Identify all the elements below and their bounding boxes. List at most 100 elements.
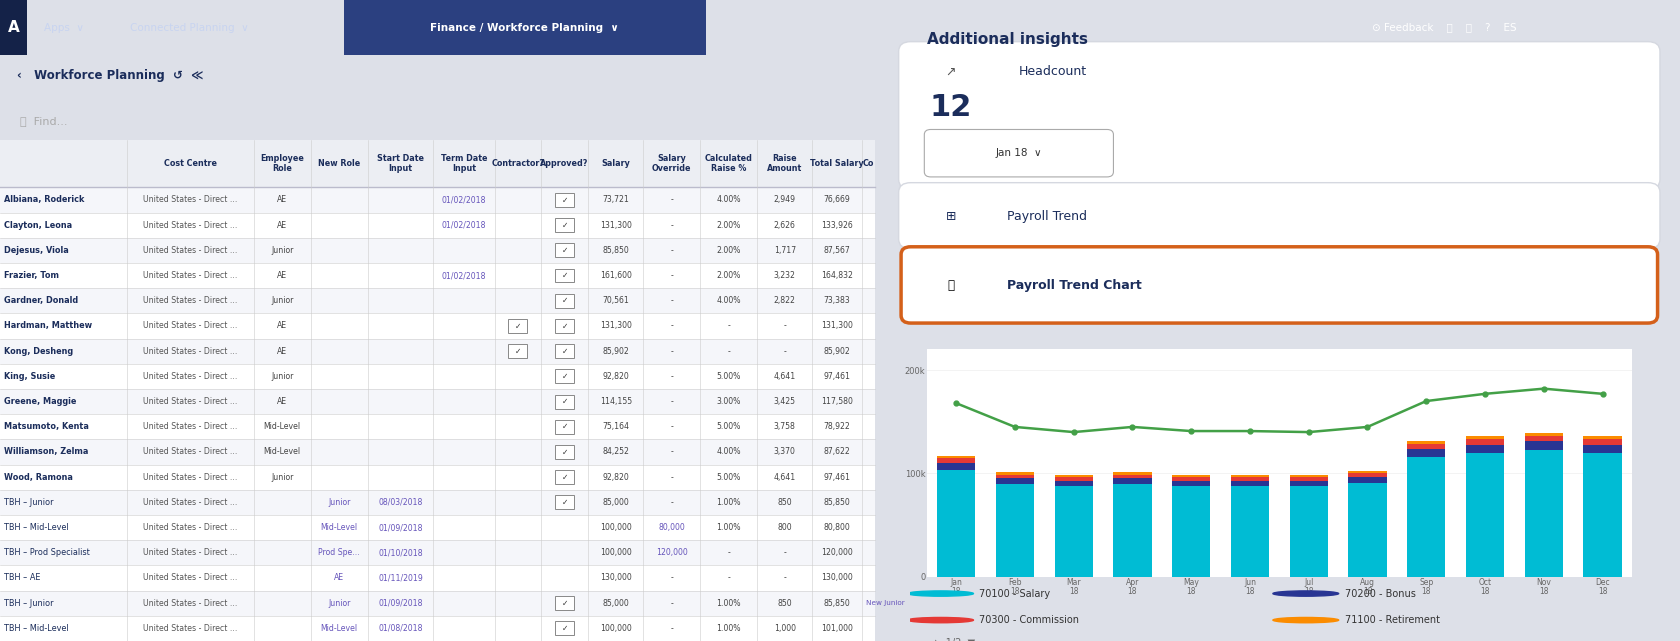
Text: 1,717: 1,717 [773, 246, 796, 255]
Bar [507, 319, 528, 333]
Bar [554, 495, 575, 510]
Text: 85,902: 85,902 [603, 347, 628, 356]
Text: ✓: ✓ [514, 347, 521, 356]
Text: 4.00%: 4.00% [716, 196, 741, 204]
Text: Clayton, Leona: Clayton, Leona [3, 221, 72, 229]
Text: New Junior: New Junior [865, 600, 904, 606]
Text: TBH – AE: TBH – AE [3, 574, 40, 583]
Text: 70,561: 70,561 [603, 296, 630, 305]
Text: Additional insights: Additional insights [927, 32, 1087, 47]
Bar [1584, 453, 1621, 577]
Text: 133,926: 133,926 [822, 221, 853, 229]
Bar [1231, 481, 1268, 486]
Text: 71100 - Retirement: 71100 - Retirement [1344, 615, 1440, 625]
Text: 78,922: 78,922 [823, 422, 850, 431]
Text: Mid-Level: Mid-Level [321, 624, 358, 633]
Text: 85,000: 85,000 [603, 599, 628, 608]
Text: -: - [670, 372, 674, 381]
Bar [1408, 441, 1445, 444]
Bar [1231, 476, 1268, 478]
Text: Prod Spe...: Prod Spe... [318, 548, 360, 557]
Bar [1173, 481, 1210, 486]
Text: -: - [670, 599, 674, 608]
Text: Term Date
Input: Term Date Input [440, 154, 487, 173]
Bar [937, 470, 974, 577]
Bar [0, 313, 875, 338]
Bar [0, 288, 875, 313]
Text: 92,820: 92,820 [603, 372, 628, 381]
Circle shape [907, 617, 973, 623]
Text: ✓: ✓ [561, 246, 568, 255]
Text: United States - Direct ...: United States - Direct ... [143, 196, 237, 204]
Text: -: - [727, 574, 731, 583]
Text: 01/02/2018: 01/02/2018 [442, 271, 486, 280]
Bar [1525, 450, 1562, 577]
Text: 117,580: 117,580 [822, 397, 853, 406]
Bar [1173, 486, 1210, 577]
Text: 92,820: 92,820 [603, 472, 628, 481]
Text: United States - Direct ...: United States - Direct ... [143, 574, 237, 583]
Text: ✓: ✓ [561, 422, 568, 431]
Bar [0, 616, 875, 641]
Text: 87,567: 87,567 [823, 246, 850, 255]
Bar [554, 294, 575, 308]
Bar [937, 456, 974, 458]
Bar [1173, 478, 1210, 481]
FancyBboxPatch shape [899, 42, 1660, 189]
Text: 131,300: 131,300 [600, 221, 632, 229]
Text: -: - [670, 574, 674, 583]
Bar [554, 445, 575, 459]
Bar [554, 470, 575, 484]
Bar [1231, 478, 1268, 481]
Bar [0, 414, 875, 439]
Text: 101,000: 101,000 [822, 624, 853, 633]
Text: -: - [670, 296, 674, 305]
Text: 100,000: 100,000 [600, 548, 632, 557]
Text: 85,000: 85,000 [603, 498, 628, 507]
Text: 5.00%: 5.00% [716, 472, 741, 481]
Text: 3,232: 3,232 [774, 271, 796, 280]
Text: United States - Direct ...: United States - Direct ... [143, 372, 237, 381]
Text: ✓: ✓ [561, 271, 568, 280]
Bar [0, 0, 27, 55]
Text: Jan 18  ∨: Jan 18 ∨ [996, 148, 1042, 158]
Text: Headcount: Headcount [1018, 65, 1087, 78]
Bar [0, 490, 875, 515]
Text: United States - Direct ...: United States - Direct ... [143, 221, 237, 229]
Bar [0, 465, 875, 490]
Bar [1349, 471, 1386, 474]
Text: 2,949: 2,949 [774, 196, 796, 204]
Text: United States - Direct ...: United States - Direct ... [143, 422, 237, 431]
Text: 01/10/2018: 01/10/2018 [378, 548, 423, 557]
Bar [0, 338, 875, 364]
Text: Payroll Trend: Payroll Trend [1006, 210, 1087, 222]
Bar [1525, 433, 1562, 437]
Text: TBH – Mid-Level: TBH – Mid-Level [3, 523, 69, 532]
Text: 3.00%: 3.00% [716, 397, 741, 406]
Text: -: - [670, 322, 674, 331]
Text: Greene, Maggie: Greene, Maggie [3, 397, 76, 406]
Bar [1173, 476, 1210, 478]
Text: Mid-Level: Mid-Level [321, 523, 358, 532]
Text: 4,641: 4,641 [773, 372, 796, 381]
Text: Salary
Override: Salary Override [652, 154, 692, 173]
Text: Mid-Level: Mid-Level [264, 422, 301, 431]
Text: Wood, Ramona: Wood, Ramona [3, 472, 72, 481]
Text: Payroll Trend Chart: Payroll Trend Chart [1006, 279, 1142, 292]
Text: 84,252: 84,252 [603, 447, 630, 456]
Text: 73,721: 73,721 [603, 196, 630, 204]
Text: Frazier, Tom: Frazier, Tom [3, 271, 59, 280]
Bar [554, 269, 575, 283]
Bar [0, 238, 875, 263]
Bar [1114, 484, 1151, 577]
Text: 3,425: 3,425 [774, 397, 796, 406]
Bar [1349, 474, 1386, 477]
Bar [0, 263, 875, 288]
Text: 01/09/2018: 01/09/2018 [378, 599, 423, 608]
Text: Start Date
Input: Start Date Input [376, 154, 423, 173]
FancyBboxPatch shape [924, 129, 1114, 177]
Text: 85,850: 85,850 [603, 246, 628, 255]
Text: Mid-Level: Mid-Level [264, 447, 301, 456]
Text: Forecast ∨      FY18 ∨      United States - Direct Sales ∨      …      ⊞: Forecast ∨ FY18 ∨ United States - Direct… [1008, 70, 1351, 80]
Text: Contractor?: Contractor? [491, 159, 544, 168]
